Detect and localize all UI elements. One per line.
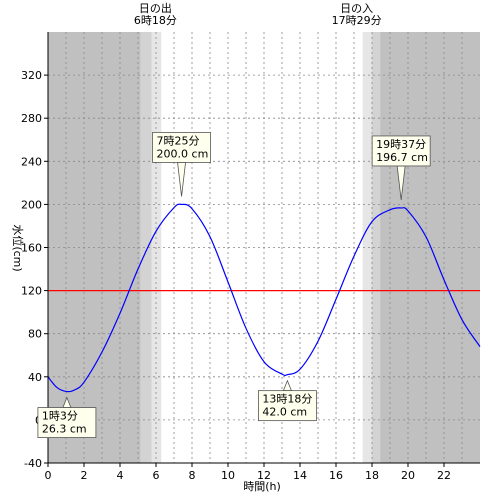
- y-tick-label: 240: [21, 155, 42, 168]
- annotation-value: 26.3 cm: [42, 423, 87, 436]
- tick-labels: -400408012016020024028032002468101214161…: [21, 69, 451, 482]
- night-region-evening: [380, 32, 480, 463]
- annotation-value: 42.0 cm: [262, 406, 307, 419]
- y-axis-label: 水位(cm): [11, 224, 25, 271]
- x-tick-label: 10: [221, 469, 235, 482]
- x-axis-label: 時間(h): [243, 480, 281, 493]
- y-tick-label: 120: [21, 285, 42, 298]
- tide-series-layer: [47, 203, 481, 393]
- sunrise-time: 6時18分: [134, 14, 177, 27]
- x-tick-label: 18: [365, 469, 379, 482]
- y-tick-label: 80: [28, 328, 42, 341]
- annotation-box: [371, 135, 431, 167]
- tide-line: [47, 203, 481, 393]
- y-tick-label: 320: [21, 69, 42, 82]
- y-tick-label: 160: [21, 242, 42, 255]
- annotation-time: 19時37分: [376, 138, 426, 151]
- annotation-time: 13時18分: [262, 393, 312, 406]
- twilight-light-evening: [362, 32, 372, 463]
- sunset-time: 17時29分: [332, 14, 382, 27]
- x-tick-label: 8: [189, 469, 196, 482]
- y-tick-label: 280: [21, 112, 42, 125]
- twilight-dark-morning: [140, 32, 152, 463]
- annotation-box: [37, 407, 97, 438]
- x-tick-label: 2: [81, 469, 88, 482]
- annotation-time: 1時3分: [42, 410, 78, 423]
- x-tick-label: 0: [45, 469, 52, 482]
- y-tick-label: 40: [28, 371, 42, 384]
- sunrise-title: 日の出: [139, 1, 172, 15]
- annotation-value: 200.0 cm: [157, 147, 209, 160]
- twilight-light-morning: [151, 32, 162, 463]
- y-tick-label: -40: [24, 457, 42, 470]
- y-tick-label: 200: [21, 198, 42, 211]
- x-tick-label: 16: [329, 469, 343, 482]
- x-tick-label: 4: [117, 469, 124, 482]
- x-tick-label: 6: [153, 469, 160, 482]
- x-tick-label: 14: [293, 469, 307, 482]
- annotation-box: [152, 131, 211, 163]
- annotation-value: 196.7 cm: [376, 151, 428, 164]
- x-tick-label: 20: [401, 469, 415, 482]
- twilight-dark-evening: [371, 32, 381, 463]
- annotation-time: 7時25分: [157, 134, 200, 147]
- annotation-box: [257, 390, 317, 422]
- x-tick-label: 12: [257, 469, 271, 482]
- sunset-title: 日の入: [340, 2, 373, 15]
- x-tick-label: 22: [437, 469, 451, 482]
